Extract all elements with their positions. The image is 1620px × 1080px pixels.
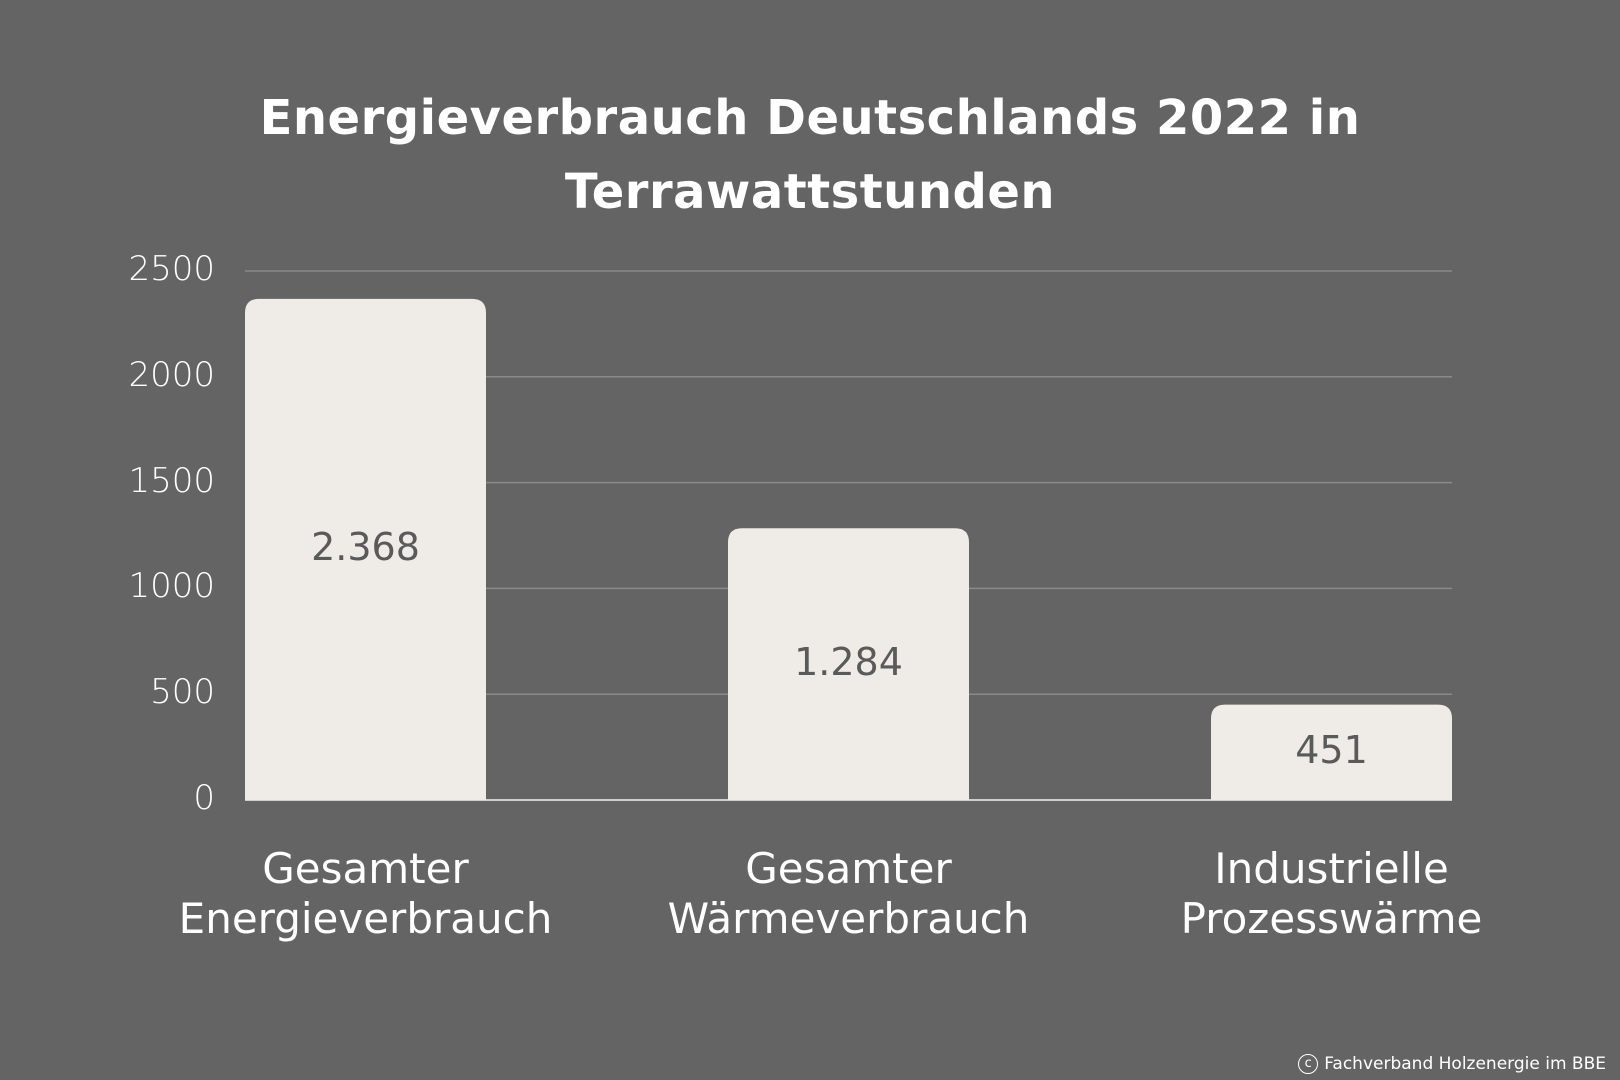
x-category-label: Gesamter Wärmeverbrauch [639,844,1059,944]
chart-title-line-1: Energieverbrauch Deutschlands 2022 in [259,90,1361,146]
x-category-label: Industrielle Prozesswärme [1122,844,1542,944]
y-tick-label: 1000 [128,566,215,607]
x-category-label-line: Energieverbrauch [178,894,553,943]
x-category-label-line: Gesamter [262,844,469,893]
value-label: 451 [1295,728,1368,773]
x-category-label: Gesamter Energieverbrauch [156,844,576,944]
y-tick-label: 2000 [128,354,215,395]
x-category-label-line: Wärmeverbrauch [667,894,1030,943]
credit: c Fachverband Holzenergie im BBE [1298,1054,1606,1074]
bar-2 [728,528,969,800]
y-tick-label: 2500 [128,249,215,289]
copyright-icon: c [1298,1054,1319,1074]
value-label: 2.368 [311,525,420,570]
x-category-label-line: Gesamter [745,844,952,893]
y-tick-label: 500 [150,672,215,713]
x-category-label-line: Industrielle [1214,844,1449,893]
credit-text: Fachverband Holzenergie im BBE [1324,1054,1606,1074]
x-category-label-line: Prozesswärme [1180,894,1483,943]
value-label: 1.284 [794,640,903,685]
y-tick-label: 0 [193,778,215,818]
y-tick-label: 1500 [128,460,215,501]
bar-3 [1211,704,1452,800]
bar-1 [245,298,486,800]
chart-title-line-2: Terrawattstunden [564,164,1056,220]
